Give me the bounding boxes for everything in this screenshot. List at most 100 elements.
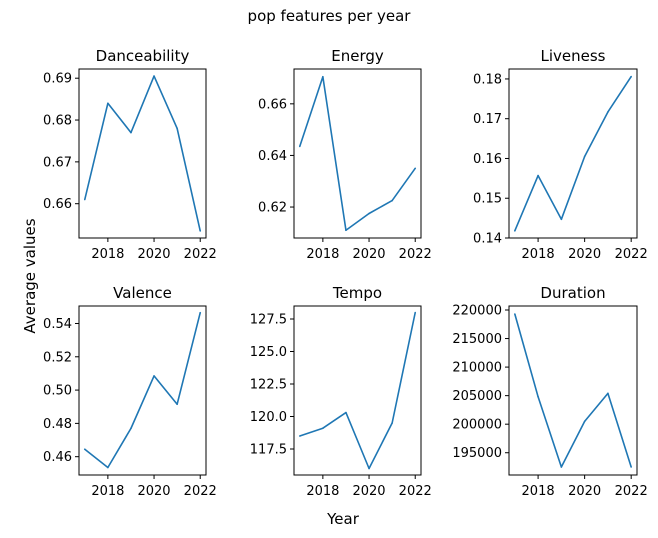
- liveness-data-point: [607, 111, 609, 113]
- duration-x-tick-label: 2020: [568, 484, 601, 499]
- tempo-data-point: [298, 435, 301, 437]
- energy-data-point: [414, 167, 417, 170]
- tempo-x-tick-label: 2022: [399, 484, 432, 499]
- duration-y-tick-label: 200000: [452, 418, 502, 433]
- duration-y-tick-label: 205000: [452, 389, 502, 404]
- tempo-y-tick-label: 117.5: [250, 443, 287, 458]
- valence-series-line: [84, 312, 202, 469]
- valence-data-point: [107, 466, 109, 469]
- energy-data-point: [345, 229, 347, 232]
- valence-axes-frame: [78, 305, 207, 476]
- valence-x-tick-label: 2022: [184, 484, 217, 499]
- liveness-axes-frame: [508, 68, 638, 239]
- danceability-x-tick-label: 2020: [137, 247, 170, 262]
- valence-data-point: [199, 311, 202, 314]
- liveness-y-tick-label: 0.16: [473, 152, 502, 167]
- valence-data-point: [130, 427, 132, 430]
- valence-y-tick-label: 0.50: [43, 384, 72, 399]
- valence-x-tick-label: 2020: [137, 484, 170, 499]
- duration-data-point: [583, 420, 586, 423]
- tempo-data-point: [368, 467, 370, 470]
- tempo-data-point: [391, 422, 393, 424]
- danceability-data-point: [107, 102, 109, 105]
- duration-x-tick-label: 2022: [615, 484, 648, 499]
- duration-y-tick-label: 215000: [452, 332, 502, 347]
- danceability-data-point: [176, 127, 178, 130]
- energy-x-tick-label: 2022: [399, 247, 432, 262]
- energy-axes-frame: [293, 68, 422, 239]
- energy-data-point: [368, 212, 370, 215]
- duration-axes-frame: [508, 305, 638, 476]
- danceability-y-tick-label: 0.66: [43, 197, 72, 212]
- liveness-y-tick-label: 0.15: [473, 192, 502, 207]
- duration-y-tick-label: 220000: [452, 303, 502, 318]
- danceability-data-point: [153, 75, 155, 77]
- tempo-data-point: [322, 427, 324, 430]
- liveness-data-point: [537, 174, 539, 177]
- liveness-data-point: [630, 75, 632, 78]
- valence-y-tick-label: 0.46: [43, 450, 72, 465]
- danceability-x-tick-label: 2018: [91, 247, 124, 262]
- valence-title: Valence: [113, 284, 172, 302]
- duration-data-point: [607, 392, 609, 395]
- tempo-x-tick-label: 2020: [352, 484, 385, 499]
- danceability-data-point: [83, 198, 86, 201]
- tempo-title: Tempo: [332, 284, 382, 302]
- liveness-x-tick-label: 2018: [522, 247, 555, 262]
- danceability-y-tick-label: 0.68: [43, 114, 72, 129]
- liveness-y-tick-label: 0.18: [473, 72, 502, 87]
- danceability-series-line: [83, 75, 202, 232]
- figure-title: pop features per year: [247, 7, 411, 25]
- tempo-data-point: [345, 411, 347, 414]
- liveness-data-point: [560, 218, 563, 221]
- figure-x-label: Year: [327, 510, 359, 528]
- energy-title: Energy: [331, 47, 384, 65]
- liveness-series-line: [514, 76, 632, 232]
- energy-data-point: [391, 199, 393, 202]
- liveness-y-tick-label: 0.17: [473, 112, 502, 127]
- tempo-y-tick-label: 122.5: [250, 378, 287, 393]
- energy-x-tick-label: 2018: [306, 247, 339, 262]
- duration-series-line: [514, 313, 632, 468]
- valence-y-tick-label: 0.48: [43, 417, 72, 432]
- valence-data-point: [83, 448, 86, 450]
- valence-data-point: [153, 375, 155, 377]
- liveness-data-point: [514, 230, 516, 232]
- duration-y-tick-label: 195000: [452, 446, 502, 461]
- tempo-x-tick-label: 2018: [306, 484, 339, 499]
- danceability-data-point: [199, 230, 202, 232]
- duration-title: Duration: [540, 284, 605, 302]
- energy-x-tick-label: 2020: [352, 247, 385, 262]
- energy-y-tick-label: 0.66: [258, 97, 287, 112]
- duration-data-point: [560, 466, 563, 468]
- duration-x-tick-label: 2018: [522, 484, 555, 499]
- valence-y-tick-label: 0.52: [43, 350, 72, 365]
- liveness-y-tick-label: 0.14: [473, 232, 502, 247]
- tempo-y-tick-label: 127.5: [250, 313, 287, 328]
- energy-y-tick-label: 0.62: [258, 201, 287, 216]
- energy-series-line: [299, 75, 416, 232]
- duration-data-point: [537, 395, 539, 398]
- danceability-axes-frame: [78, 68, 207, 239]
- duration-data-point: [514, 313, 516, 315]
- duration-y-tick-label: 210000: [452, 361, 502, 376]
- danceability-x-tick-label: 2022: [184, 247, 217, 262]
- tempo-y-tick-label: 125.0: [250, 345, 287, 360]
- valence-data-point: [176, 403, 178, 406]
- danceability-y-tick-label: 0.67: [43, 155, 72, 170]
- liveness-title: Liveness: [541, 47, 606, 65]
- energy-y-tick-label: 0.64: [258, 149, 287, 164]
- duration-data-point: [630, 466, 632, 468]
- liveness-x-tick-label: 2020: [568, 247, 601, 262]
- danceability-title: Danceability: [96, 47, 190, 65]
- energy-data-point: [322, 75, 324, 78]
- energy-data-point: [298, 145, 301, 148]
- valence-x-tick-label: 2018: [91, 484, 124, 499]
- valence-y-tick-label: 0.54: [43, 317, 72, 332]
- danceability-data-point: [130, 131, 132, 134]
- danceability-y-tick-label: 0.69: [43, 72, 72, 87]
- liveness-data-point: [583, 155, 586, 158]
- tempo-axes-frame: [293, 305, 422, 476]
- tempo-data-point: [414, 311, 417, 314]
